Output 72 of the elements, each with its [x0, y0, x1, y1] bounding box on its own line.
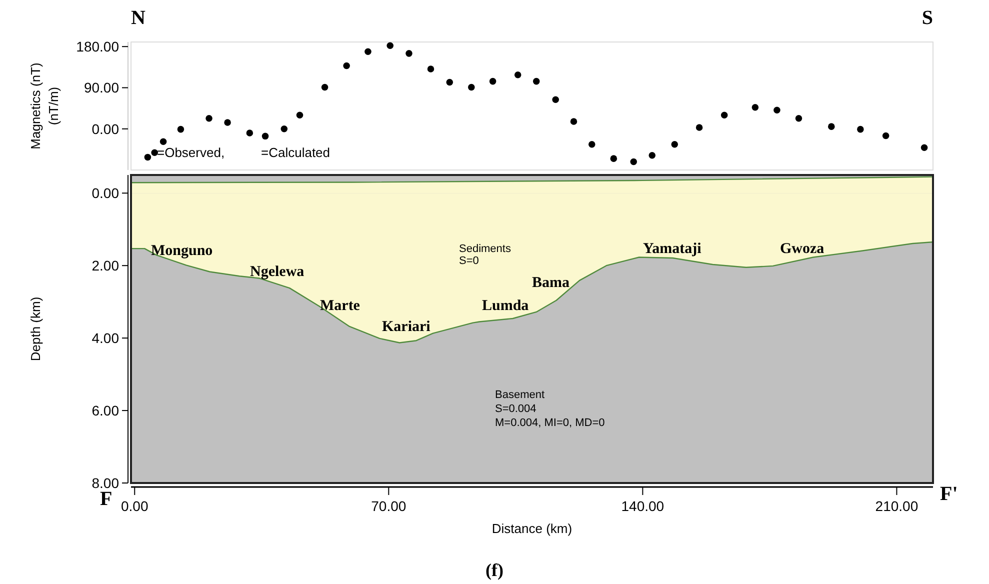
annotation: =Calculated: [261, 145, 330, 160]
point: [752, 104, 759, 111]
point: [343, 62, 350, 70]
text: F: [100, 488, 112, 510]
text: (f): [486, 560, 504, 580]
y-tick-label: 2.00: [92, 257, 120, 274]
annotation: Ngelewa: [250, 264, 305, 280]
point: [246, 130, 254, 136]
point: [427, 66, 434, 72]
point: [262, 132, 269, 140]
y-axis-title: Depth (km): [28, 296, 43, 362]
point: [882, 132, 890, 140]
point: [920, 144, 928, 151]
point: [160, 138, 167, 146]
x-axis-title: Distance (km): [492, 521, 572, 536]
point: [588, 141, 596, 148]
point: [446, 78, 454, 86]
x-tick-label: 0.00: [121, 498, 148, 514]
point: [151, 149, 158, 156]
x-tick-label: 140.00: [621, 498, 664, 514]
point: [696, 124, 703, 131]
point: [532, 78, 540, 85]
annotation: Yamataji: [643, 241, 702, 257]
point: [514, 72, 522, 78]
y-axis-title: Magnetics (nT) (nT/m): [28, 62, 61, 150]
point: [828, 123, 835, 130]
x-tick-label: 70.00: [371, 498, 406, 514]
point: [720, 112, 728, 119]
point: [280, 125, 288, 132]
point: [206, 114, 212, 122]
annotation: Marte: [320, 298, 360, 314]
point: [489, 78, 496, 85]
annotation: Basement: [495, 389, 545, 401]
annotation: Lumda: [482, 298, 530, 314]
annotation: Sediments: [459, 243, 512, 255]
annotation: Bama: [532, 275, 570, 291]
point: [296, 112, 304, 119]
text: S: [922, 7, 933, 29]
x-tick-label: 210.00: [875, 498, 918, 514]
point: [857, 126, 864, 133]
point: [321, 84, 328, 91]
point: [224, 119, 231, 126]
point: [144, 154, 152, 161]
y-tick-label: 4.00: [92, 330, 120, 346]
annotation: Monguno: [151, 243, 213, 259]
point: [468, 84, 475, 91]
text: N: [131, 7, 146, 29]
y-tick-label: 6.00: [92, 402, 120, 418]
y-tick-label: 0.00: [92, 120, 120, 137]
point: [406, 50, 412, 57]
annotation: M=0.004, MI=0, MD=0: [495, 417, 605, 429]
annotation: S=0: [459, 255, 479, 267]
point: [774, 106, 780, 114]
y-tick-label: 180.00: [76, 38, 120, 54]
point: [570, 118, 578, 125]
annotation: Kariari: [382, 319, 430, 335]
point: [610, 155, 618, 162]
text: F': [940, 483, 958, 505]
point: [386, 42, 394, 50]
point: [795, 114, 802, 122]
y-tick-label: 0.00: [92, 185, 120, 202]
point: [671, 141, 678, 148]
point: [648, 152, 656, 159]
point: [364, 48, 372, 55]
point: [630, 158, 637, 166]
point: [177, 126, 184, 133]
y-tick-label: 90.00: [84, 80, 120, 96]
y-tick-label: 8.00: [92, 474, 120, 491]
annotation: S=0.004: [495, 403, 536, 415]
annotation: Gwoza: [780, 241, 825, 257]
annotation: =Observed,: [157, 145, 225, 160]
point: [552, 96, 559, 103]
